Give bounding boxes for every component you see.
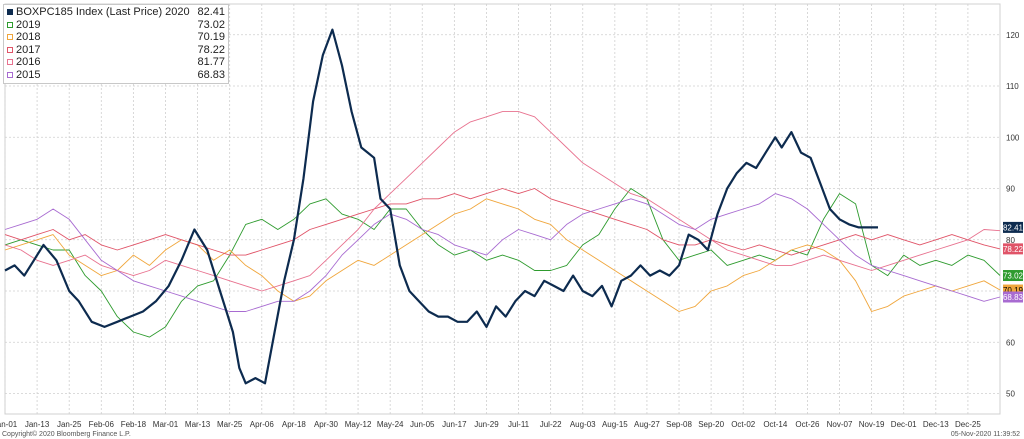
x-tick-label: Mar-25 (217, 420, 243, 429)
legend-swatch (7, 59, 13, 66)
x-tick-label: Feb-06 (89, 420, 115, 429)
last-value-text: 70.19 (1003, 286, 1024, 295)
legend-item-value: 73.02 (197, 18, 225, 31)
legend-item: BOXPC185 Index (Last Price) 2020 82.41 (7, 6, 225, 19)
series-line (4, 188, 1001, 256)
legend-item-value: 82.41 (197, 6, 225, 18)
x-tick-label: Aug-27 (634, 420, 660, 429)
x-tick-label: Aug-03 (570, 420, 596, 429)
last-value-badge (1003, 270, 1023, 282)
series-line (4, 193, 1001, 312)
legend-swatch (7, 71, 13, 78)
legend-item-value: 78.22 (197, 43, 225, 56)
legend-item-name: 2015 (16, 68, 41, 81)
x-tick-label: Jan-25 (57, 420, 82, 429)
legend-item-name: BOXPC185 Index (Last Price) 2020 (16, 6, 190, 18)
legend-item: 2017 78.22 (7, 44, 225, 57)
x-tick-label: Dec-25 (955, 420, 981, 429)
legend-item: 2015 68.83 (7, 69, 225, 82)
x-tick-label: Apr-30 (314, 420, 339, 429)
x-axis: Jan-01 Jan-13 Jan-25 Feb-06 Feb-18 Mar-01 Mar-… (0, 420, 981, 429)
y-tick-label: 60 (1006, 338, 1015, 347)
legend-swatch (7, 21, 13, 28)
legend-swatch (7, 46, 13, 53)
legend-item: 2016 81.77 (7, 56, 225, 69)
chart-legend: BOXPC185 Index (Last Price) 2020 82.41 201… (3, 4, 229, 84)
x-tick-label: May-24 (377, 420, 404, 429)
legend-item-name: 2018 (16, 31, 41, 43)
x-tick-label: Jul-22 (540, 420, 562, 429)
x-tick-label: May-12 (345, 420, 372, 429)
timestamp-text: 05-Nov-2020 11:39:52 (950, 431, 1020, 438)
legend-item-value: 81.77 (197, 56, 225, 68)
last-value-badge (1003, 291, 1023, 303)
x-tick-label: Dec-13 (923, 420, 949, 429)
last-value-badge (1003, 221, 1023, 233)
copyright-text: Copyright© 2020 Bloomberg Finance L.P. (2, 431, 131, 438)
x-tick-label: Dec-01 (891, 420, 917, 429)
series-line (4, 188, 1001, 338)
legend-item-name: 2019 (16, 18, 41, 31)
last-value-badge (1003, 284, 1023, 296)
legend-item-name: 2016 (16, 56, 41, 68)
y-tick-label: 110 (1006, 82, 1019, 91)
legend-item: 2019 73.02 (7, 19, 225, 32)
last-value-text: 82.41 (1003, 223, 1024, 232)
x-tick-label: Apr-18 (282, 420, 307, 429)
x-tick-label: Nov-19 (859, 420, 885, 429)
y-tick-label: 90 (1006, 185, 1015, 194)
last-value-text: 68.83 (1003, 293, 1024, 302)
x-tick-label: Aug-15 (602, 420, 628, 429)
x-tick-label: Jun-05 (410, 420, 435, 429)
series-line (4, 198, 1001, 312)
last-value-text: 73.02 (1003, 272, 1024, 281)
x-tick-label: Oct-02 (731, 420, 756, 429)
x-tick-label: Jan-01 (0, 420, 18, 429)
y-tick-label: 120 (1006, 31, 1020, 40)
legend-swatch (7, 34, 13, 41)
legend-item-value: 70.19 (197, 31, 225, 43)
x-tick-label: Jan-13 (25, 420, 50, 429)
chart-series-group (4, 28, 1001, 385)
x-tick-label: Oct-14 (763, 420, 788, 429)
y-axis: 5060708090100110120 (1006, 31, 1020, 399)
last-value-badge (1003, 243, 1023, 255)
x-tick-label: Jun-29 (474, 420, 499, 429)
x-tick-label: Oct-26 (795, 420, 820, 429)
x-tick-label: Mar-13 (185, 420, 211, 429)
legend-item-value: 68.83 (197, 68, 225, 81)
x-tick-label: Mar-01 (153, 420, 179, 429)
y-tick-label: 80 (1006, 236, 1015, 245)
x-tick-label: Jul-11 (508, 420, 530, 429)
x-tick-label: Apr-06 (250, 420, 275, 429)
y-tick-label: 50 (1006, 390, 1015, 399)
series-line (4, 111, 1001, 292)
last-value-text: 78.22 (1003, 245, 1024, 254)
x-tick-label: Feb-18 (121, 420, 147, 429)
x-tick-label: Jun-17 (442, 420, 467, 429)
y-tick-label: 100 (1006, 133, 1020, 142)
legend-item-name: 2017 (16, 43, 41, 56)
x-tick-label: Sep-20 (698, 420, 724, 429)
series-line (4, 28, 878, 385)
x-tick-label: Sep-08 (666, 420, 692, 429)
legend-swatch (7, 9, 13, 16)
legend-item: 2018 70.19 (7, 31, 225, 44)
x-tick-label: Nov-07 (827, 420, 853, 429)
